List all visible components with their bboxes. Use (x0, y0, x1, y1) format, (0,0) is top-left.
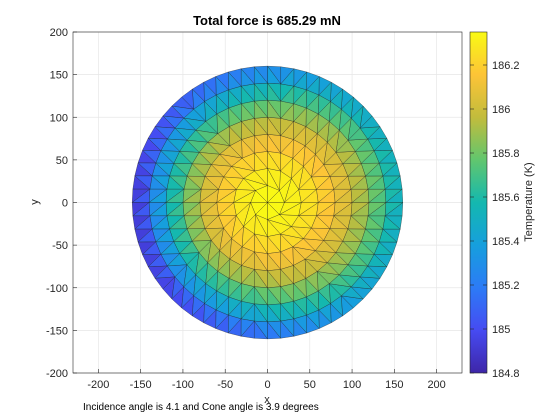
x-tick-label: 0 (264, 379, 270, 391)
y-ticks: -200 -150 -100 -50 0 50 100 150 200 (46, 27, 77, 380)
y-tick-label: -50 (52, 240, 68, 252)
x-tick-label: -150 (130, 379, 152, 391)
colorbar-tick-label: 186.2 (492, 60, 520, 72)
x-axis-label: x (264, 394, 270, 406)
x-tick-label: -100 (172, 379, 194, 391)
colorbar-tick-label: 185 (492, 324, 510, 336)
y-tick-label: 150 (50, 70, 68, 82)
mesh-element (384, 202, 404, 217)
colorbar-tick-label: 185.4 (492, 236, 520, 248)
y-axis-label: y (29, 199, 41, 205)
footer-note: Incidence angle is 4.1 and Cone angle is… (83, 402, 319, 413)
colorbar: 184.8 185 185.2 185.4 185.6 185.8 186 186.2 Tem… (469, 31, 535, 380)
mesh-element (350, 202, 370, 217)
y-tick-label: 100 (50, 112, 68, 124)
x-tick-label: 150 (385, 379, 403, 391)
mesh-element (333, 202, 353, 217)
axes: -200 -150 -100 -50 0 50 100 150 200 -200 -150 -100… (29, 13, 463, 406)
mesh-element (367, 202, 387, 217)
x-tick-label: 100 (343, 379, 361, 391)
x-tick-label: -200 (87, 379, 109, 391)
x-tick-label: 200 (427, 379, 445, 391)
colorbar-label: Temperature (K) (523, 162, 535, 241)
colorbar-tick-label: 186 (492, 104, 510, 116)
colorbar-tick-label: 185.2 (492, 280, 520, 292)
x-tick-label: 50 (304, 379, 316, 391)
y-tick-label: -150 (46, 325, 68, 337)
y-tick-label: 50 (56, 155, 68, 167)
x-ticks: -200 -150 -100 -50 0 50 100 150 200 (87, 369, 446, 391)
mesh-element (316, 202, 336, 217)
colorbar-tick-label: 185.8 (492, 148, 520, 160)
colorbar-ticks: 184.8 185 185.2 185.4 185.6 185.8 186 186.2 (470, 60, 520, 380)
y-tick-label: 0 (62, 198, 68, 210)
temperature-mesh (131, 65, 404, 340)
mesh-element (279, 202, 302, 216)
chart-title: Total force is 685.29 mN (193, 13, 341, 28)
y-tick-label: 200 (50, 27, 68, 39)
y-tick-label: -100 (46, 283, 68, 295)
colorbar-bar (469, 31, 488, 374)
x-tick-label: -50 (217, 379, 233, 391)
mesh-element (298, 202, 319, 216)
colorbar-tick-label: 185.6 (492, 192, 520, 204)
y-tick-label: -200 (46, 368, 68, 380)
colorbar-tick-label: 184.8 (492, 368, 520, 380)
